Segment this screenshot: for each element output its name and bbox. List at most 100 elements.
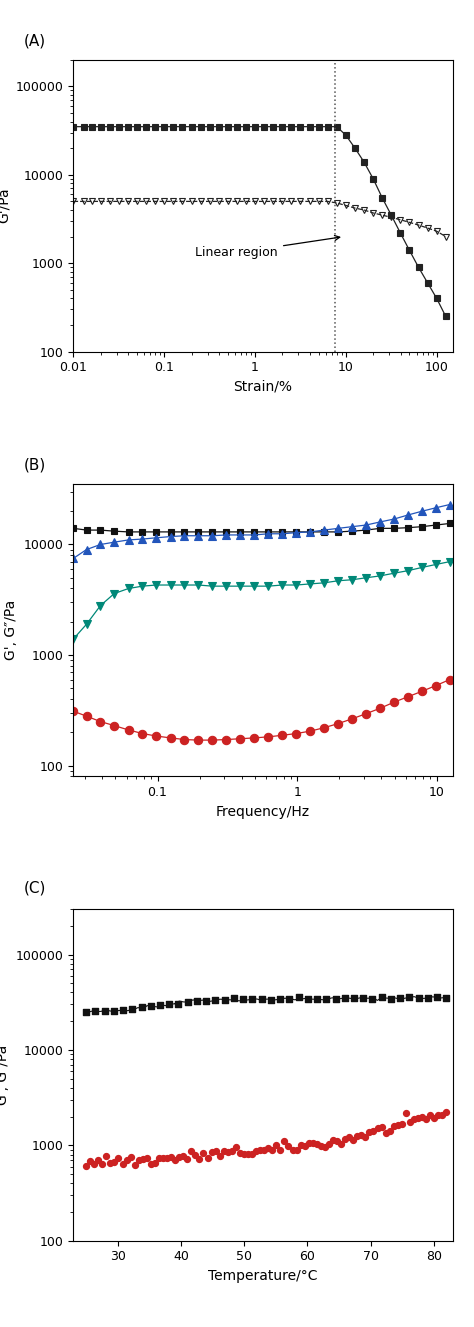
Point xyxy=(418,1107,426,1128)
Point xyxy=(406,1111,414,1132)
Point xyxy=(156,995,164,1016)
Point xyxy=(285,1136,292,1157)
Point xyxy=(239,989,247,1010)
Point xyxy=(295,987,302,1009)
Point xyxy=(305,1132,312,1153)
Point xyxy=(260,1139,268,1160)
Point xyxy=(390,1116,398,1137)
Point xyxy=(332,989,339,1010)
Point xyxy=(341,987,348,1009)
Point xyxy=(362,1127,369,1148)
Point xyxy=(276,989,284,1010)
Point xyxy=(119,999,127,1020)
Point xyxy=(224,1141,232,1162)
Point xyxy=(147,1153,155,1174)
X-axis label: Temperature/°C: Temperature/°C xyxy=(208,1269,318,1283)
Point xyxy=(165,994,173,1015)
Point xyxy=(228,1140,236,1161)
Point xyxy=(82,1156,90,1177)
Point xyxy=(357,1124,365,1145)
Point xyxy=(313,1133,320,1154)
Point xyxy=(414,1107,422,1128)
Point xyxy=(123,1149,130,1170)
Point xyxy=(333,1131,341,1152)
Point xyxy=(289,1139,296,1160)
Point xyxy=(374,1117,381,1139)
Point xyxy=(200,1143,207,1164)
Point xyxy=(443,1101,450,1123)
Point xyxy=(216,1145,223,1166)
Point xyxy=(127,1147,135,1168)
Point xyxy=(180,1145,187,1166)
Point xyxy=(91,1153,98,1174)
Point xyxy=(155,1147,163,1168)
Point xyxy=(193,990,201,1011)
Point xyxy=(183,1148,191,1169)
Point xyxy=(175,993,182,1014)
Y-axis label: G'/Pa: G'/Pa xyxy=(0,188,10,223)
Point xyxy=(304,989,311,1010)
Point xyxy=(159,1148,167,1169)
Point xyxy=(191,1144,199,1165)
Point xyxy=(236,1143,244,1164)
Point xyxy=(163,1147,171,1168)
Point xyxy=(184,991,191,1013)
Y-axis label: G', G″/Pa: G', G″/Pa xyxy=(4,600,18,661)
Point xyxy=(128,999,136,1020)
Point xyxy=(240,1144,248,1165)
Point xyxy=(82,1002,90,1023)
Point xyxy=(394,1115,401,1136)
Point xyxy=(232,1137,240,1158)
Point xyxy=(131,1154,138,1176)
Point xyxy=(365,1121,373,1143)
Point xyxy=(258,989,265,1010)
Point xyxy=(264,1137,272,1158)
Point xyxy=(252,1141,260,1162)
Point xyxy=(297,1135,304,1156)
Point xyxy=(378,987,385,1009)
Point xyxy=(230,987,237,1009)
Point xyxy=(430,1108,438,1129)
Point xyxy=(119,1153,127,1174)
X-axis label: Frequency/Hz: Frequency/Hz xyxy=(216,804,310,819)
Point xyxy=(102,1145,110,1166)
Point xyxy=(135,1149,143,1170)
Point xyxy=(101,1001,109,1022)
Point xyxy=(322,989,330,1010)
Point xyxy=(438,1104,446,1125)
Point xyxy=(212,1140,219,1161)
Point xyxy=(256,1140,264,1161)
Text: (A): (A) xyxy=(24,33,46,48)
Point xyxy=(172,1149,179,1170)
Point xyxy=(386,1120,393,1141)
Point xyxy=(309,1133,317,1154)
Point xyxy=(369,989,376,1010)
Y-axis label: G', G″/Pa: G', G″/Pa xyxy=(0,1044,10,1105)
Point xyxy=(138,997,146,1018)
Point xyxy=(143,1148,151,1169)
Point xyxy=(350,987,358,1009)
Point xyxy=(99,1153,106,1174)
Point xyxy=(443,987,450,1009)
Point xyxy=(151,1153,159,1174)
Point xyxy=(359,987,367,1009)
Point xyxy=(346,1127,353,1148)
Point xyxy=(277,1139,284,1160)
Point xyxy=(188,1140,195,1161)
Point xyxy=(107,1153,114,1174)
Text: (B): (B) xyxy=(24,458,46,472)
Point xyxy=(204,1148,211,1169)
Text: Linear region: Linear region xyxy=(195,235,340,259)
Point xyxy=(435,1105,442,1127)
Point xyxy=(370,1120,377,1141)
Point xyxy=(427,1104,434,1125)
Text: (C): (C) xyxy=(24,880,46,896)
Point xyxy=(221,989,228,1010)
Point xyxy=(91,1001,99,1022)
Point xyxy=(313,989,321,1010)
Point xyxy=(285,989,293,1010)
X-axis label: Strain/%: Strain/% xyxy=(234,380,292,394)
Point xyxy=(110,1001,118,1022)
Point xyxy=(378,1116,385,1137)
Point xyxy=(398,1113,406,1135)
